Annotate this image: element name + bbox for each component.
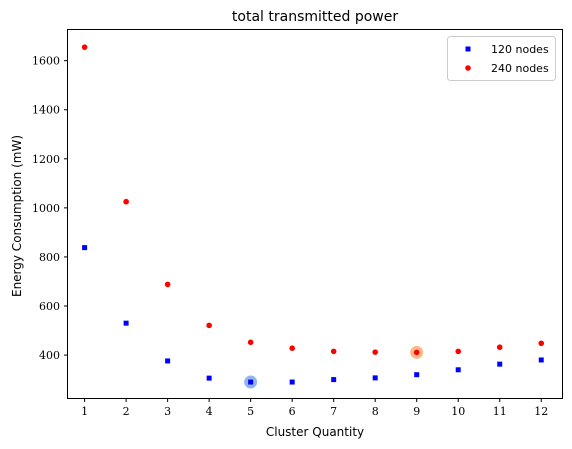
point-series-1 <box>414 372 420 378</box>
point-series-1 <box>331 377 337 383</box>
x-tick-label: 4 <box>206 405 213 418</box>
point-series-2 <box>206 322 212 329</box>
legend-marker <box>465 65 471 71</box>
point-series-2 <box>81 44 88 50</box>
point-series-1 <box>497 361 503 367</box>
x-tick-label: 3 <box>164 405 171 418</box>
x-tick-label: 12 <box>534 405 548 418</box>
x-tick-label: 7 <box>330 405 337 418</box>
point-series-2 <box>164 281 171 288</box>
x-axis-label: Cluster Quantity <box>266 425 364 439</box>
legend-marker <box>465 46 471 52</box>
point-series-2 <box>330 348 337 355</box>
x-tick-label: 5 <box>247 405 254 418</box>
legend-label: 120 nodes <box>491 43 549 56</box>
y-tick-label: 1400 <box>32 104 60 117</box>
legend: 120 nodes 240 nodes <box>447 36 556 81</box>
y-tick-label: 1600 <box>32 55 60 68</box>
data-points <box>81 44 545 385</box>
x-tick-label: 9 <box>413 405 420 418</box>
point-series-2 <box>413 349 420 356</box>
y-tick-label: 800 <box>39 251 60 264</box>
x-tick-label: 2 <box>123 405 130 418</box>
point-series-1 <box>165 358 171 364</box>
point-series-1 <box>123 320 129 326</box>
y-axis-label: Energy Consumption (mW) <box>10 135 24 297</box>
point-series-1 <box>455 367 461 373</box>
point-series-2 <box>496 344 503 351</box>
y-tick-label: 400 <box>39 349 60 362</box>
point-series-2 <box>123 198 129 205</box>
point-series-1 <box>538 357 544 363</box>
x-tick-label: 8 <box>372 405 379 418</box>
point-series-2 <box>289 345 295 351</box>
point-series-2 <box>538 340 545 347</box>
point-series-1 <box>372 375 378 381</box>
y-tick-label: 1000 <box>32 202 60 215</box>
point-series-1 <box>289 379 295 385</box>
x-tick-label: 11 <box>493 405 507 418</box>
y-tick-label: 600 <box>39 300 60 313</box>
point-series-1 <box>206 375 212 381</box>
legend-label: 240 nodes <box>491 62 549 75</box>
point-series-1 <box>248 379 254 385</box>
legend-frame <box>447 36 556 81</box>
point-series-2 <box>247 339 254 346</box>
x-tick-label: 10 <box>451 405 465 418</box>
point-series-2 <box>455 348 462 355</box>
point-series-1 <box>82 245 88 251</box>
chart-title: total transmitted power <box>232 9 398 25</box>
y-tick-label: 1200 <box>32 153 60 166</box>
plot-frame <box>67 29 563 399</box>
point-series-2 <box>372 349 378 355</box>
x-tick-label: 6 <box>289 405 296 418</box>
x-tick-label: 1 <box>81 405 88 418</box>
